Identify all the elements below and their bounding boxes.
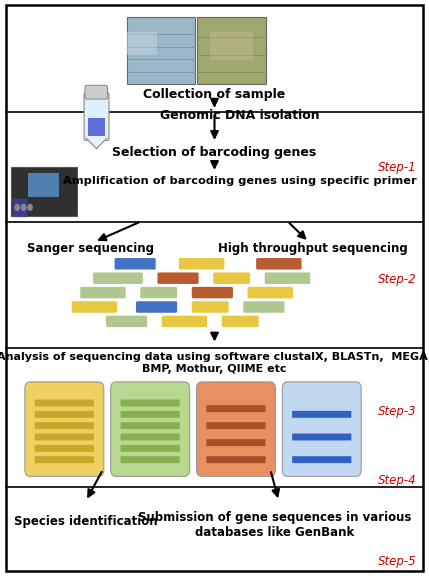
Text: Sanger sequencing: Sanger sequencing: [27, 242, 154, 255]
FancyBboxPatch shape: [88, 118, 105, 136]
FancyBboxPatch shape: [121, 456, 180, 463]
Text: Analysis of sequencing data using software clustalX, BLASTn,  MEGA,
BMP, Mothur,: Analysis of sequencing data using softwa…: [0, 352, 429, 374]
FancyBboxPatch shape: [111, 382, 190, 476]
FancyBboxPatch shape: [243, 301, 284, 313]
FancyBboxPatch shape: [35, 456, 94, 463]
FancyBboxPatch shape: [121, 445, 180, 452]
FancyBboxPatch shape: [206, 439, 266, 446]
FancyBboxPatch shape: [80, 287, 126, 298]
FancyBboxPatch shape: [88, 100, 105, 118]
FancyBboxPatch shape: [192, 301, 229, 313]
FancyBboxPatch shape: [127, 17, 195, 84]
FancyBboxPatch shape: [25, 382, 104, 476]
FancyBboxPatch shape: [121, 422, 180, 429]
FancyBboxPatch shape: [35, 445, 94, 452]
FancyBboxPatch shape: [85, 85, 108, 99]
FancyBboxPatch shape: [35, 422, 94, 429]
FancyBboxPatch shape: [11, 167, 77, 216]
FancyBboxPatch shape: [179, 258, 224, 270]
FancyBboxPatch shape: [248, 287, 293, 298]
FancyBboxPatch shape: [210, 32, 253, 60]
Text: Step-5: Step-5: [378, 555, 416, 568]
Text: Step-4: Step-4: [378, 475, 416, 487]
FancyBboxPatch shape: [213, 272, 250, 284]
FancyBboxPatch shape: [157, 272, 199, 284]
Text: Step-3: Step-3: [378, 406, 416, 418]
Text: Amplification of barcoding genes using specific primer: Amplification of barcoding genes using s…: [63, 176, 417, 187]
Polygon shape: [86, 138, 107, 149]
FancyBboxPatch shape: [121, 400, 180, 407]
FancyBboxPatch shape: [222, 316, 259, 327]
FancyBboxPatch shape: [27, 172, 59, 197]
FancyBboxPatch shape: [140, 287, 177, 298]
FancyBboxPatch shape: [196, 382, 275, 476]
Text: Selection of barcoding genes: Selection of barcoding genes: [112, 146, 317, 158]
Circle shape: [28, 204, 32, 210]
FancyBboxPatch shape: [282, 382, 361, 476]
FancyBboxPatch shape: [136, 301, 177, 313]
FancyBboxPatch shape: [72, 301, 117, 313]
FancyBboxPatch shape: [292, 456, 351, 463]
FancyBboxPatch shape: [265, 272, 310, 284]
Text: Step-1: Step-1: [378, 161, 416, 173]
FancyBboxPatch shape: [192, 287, 233, 298]
FancyBboxPatch shape: [256, 258, 302, 270]
FancyBboxPatch shape: [206, 422, 266, 429]
FancyBboxPatch shape: [106, 316, 147, 327]
FancyBboxPatch shape: [35, 400, 94, 407]
FancyBboxPatch shape: [162, 316, 207, 327]
FancyBboxPatch shape: [35, 411, 94, 418]
FancyBboxPatch shape: [121, 411, 180, 418]
FancyBboxPatch shape: [93, 272, 143, 284]
Text: Submission of gene sequences in various
databases like GenBank: Submission of gene sequences in various …: [138, 511, 411, 539]
FancyBboxPatch shape: [121, 434, 180, 441]
FancyBboxPatch shape: [84, 93, 109, 141]
FancyBboxPatch shape: [206, 406, 266, 412]
FancyBboxPatch shape: [115, 258, 156, 270]
FancyBboxPatch shape: [35, 434, 94, 441]
Text: Collection of sample: Collection of sample: [143, 88, 286, 101]
Polygon shape: [13, 199, 26, 216]
FancyBboxPatch shape: [6, 5, 423, 571]
FancyBboxPatch shape: [206, 456, 266, 463]
Text: Species identification: Species identification: [14, 515, 157, 528]
FancyBboxPatch shape: [197, 17, 266, 84]
Circle shape: [15, 204, 19, 210]
Text: Genomic DNA isolation: Genomic DNA isolation: [160, 109, 320, 122]
FancyBboxPatch shape: [292, 411, 351, 418]
Circle shape: [21, 204, 26, 210]
Text: High throughput sequencing: High throughput sequencing: [218, 242, 408, 255]
Text: Step-2: Step-2: [378, 273, 416, 286]
FancyBboxPatch shape: [292, 434, 351, 441]
FancyBboxPatch shape: [127, 32, 157, 55]
